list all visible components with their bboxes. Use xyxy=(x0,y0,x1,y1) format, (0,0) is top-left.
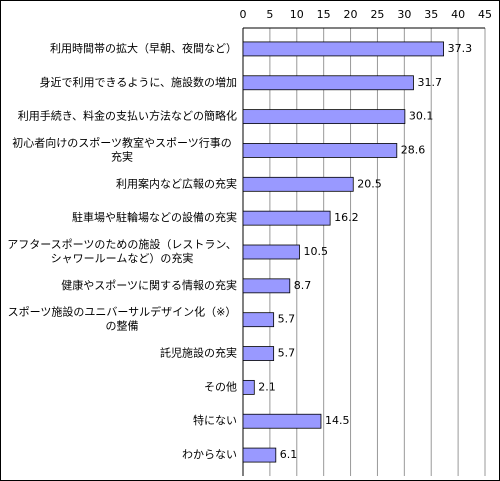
bar xyxy=(242,210,331,226)
category-label: その他 xyxy=(204,380,237,393)
value-label: 8.7 xyxy=(294,279,312,292)
x-tick-label: 20 xyxy=(344,8,358,21)
bar xyxy=(242,346,275,361)
category-label: 健康やスポーツに関する情報の充実 xyxy=(61,278,237,292)
x-tick-label: 15 xyxy=(317,8,331,21)
value-label: 31.7 xyxy=(417,76,442,89)
category-label: わからない xyxy=(182,448,237,461)
bar xyxy=(242,75,414,91)
value-label: 16.2 xyxy=(334,211,359,224)
x-tick-label: 5 xyxy=(266,8,273,21)
bar xyxy=(242,447,277,463)
category-label: スポーツ施設のユニバーサルデザイン化（※）の整備 xyxy=(8,305,237,333)
bar xyxy=(242,278,291,294)
x-tick-label: 40 xyxy=(451,8,465,21)
category-label: 駐車場や駐輪場などの設備の充実 xyxy=(72,210,237,224)
value-label: 37.3 xyxy=(448,42,473,55)
x-tick-label: 0 xyxy=(240,8,247,21)
category-label: 利用案内など広報の充実 xyxy=(116,176,237,190)
value-label: 20.5 xyxy=(357,177,382,190)
category-label: 利用手続き、料金の支払い方法などの簡略化 xyxy=(18,109,237,123)
value-label: 14.5 xyxy=(325,414,350,427)
bar xyxy=(242,379,255,395)
category-label: 特にない xyxy=(193,413,237,427)
category-label: アフタースポーツのための施設（レストラン、シャワールームなど）の充実 xyxy=(7,237,237,265)
bar xyxy=(242,41,444,57)
value-label: 30.1 xyxy=(409,110,434,123)
category-label: 託児施設の充実 xyxy=(160,346,237,360)
x-tick-label: 10 xyxy=(290,8,304,21)
category-label: 利用時間帯の拡大（早朝、夜間など） xyxy=(50,41,237,55)
value-label: 28.6 xyxy=(401,143,426,156)
category-label: 初心者向けのスポーツ教室やスポーツ行事の充実 xyxy=(12,135,232,163)
x-tick-label: 35 xyxy=(424,8,438,21)
value-label: 6.1 xyxy=(280,448,298,461)
value-label: 10.5 xyxy=(303,245,328,258)
value-label: 5.7 xyxy=(278,313,296,326)
value-label: 2.1 xyxy=(258,380,276,393)
x-tick-label: 45 xyxy=(478,8,492,21)
bar xyxy=(242,312,275,328)
bar xyxy=(242,176,354,192)
value-label: 5.7 xyxy=(278,347,296,360)
bar xyxy=(242,109,406,125)
bar xyxy=(242,143,398,158)
x-tick-label: 30 xyxy=(397,8,411,21)
category-label: 身近で利用できるように、施設数の増加 xyxy=(40,75,237,89)
x-tick-label: 25 xyxy=(370,8,384,21)
bar xyxy=(242,244,300,260)
bar xyxy=(242,413,322,429)
